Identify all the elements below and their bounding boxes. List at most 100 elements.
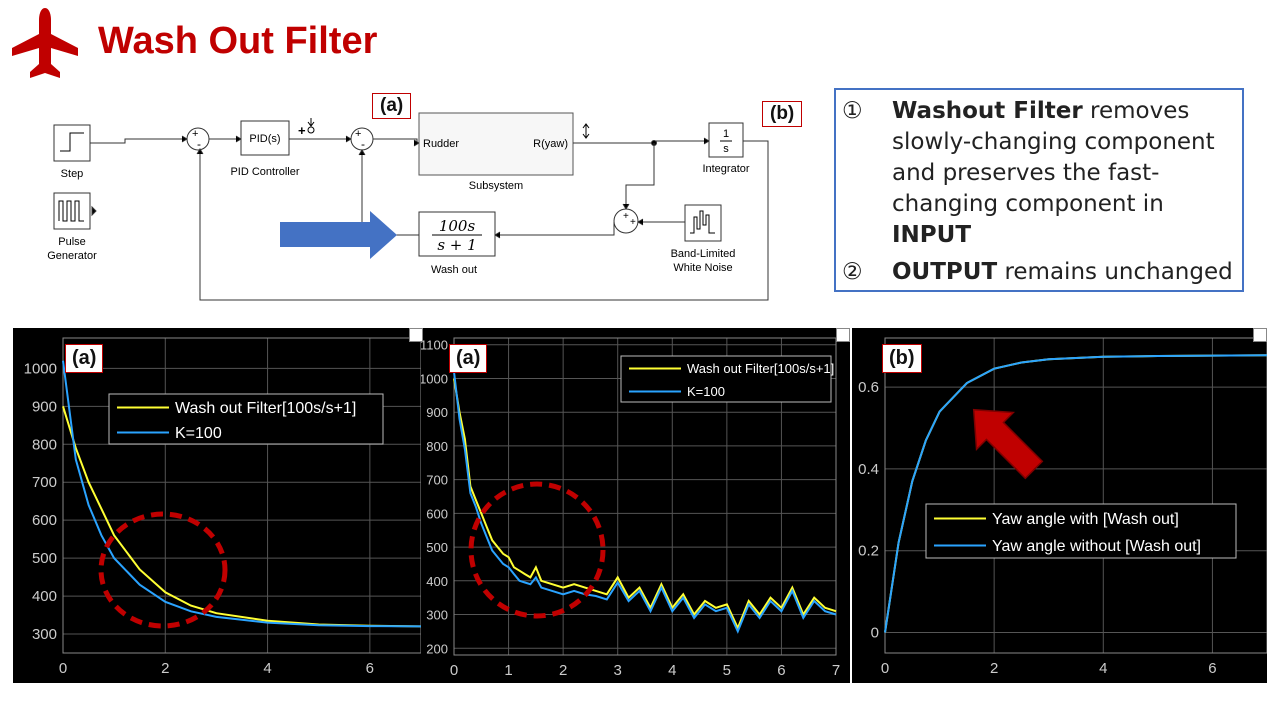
highlight-circle: [468, 481, 606, 619]
noise-label-1: Band-Limited: [671, 248, 736, 260]
y-tick-label: 600: [426, 506, 448, 521]
y-tick-label: 1100: [421, 338, 448, 353]
y-tick-label: 900: [426, 405, 448, 420]
noise-label-2: White Noise: [673, 262, 732, 274]
x-tick-label: 2: [161, 660, 169, 677]
integrator-block: [708, 122, 744, 158]
plot-tag: (a): [65, 344, 104, 373]
x-tick-label: 4: [263, 660, 271, 677]
y-tick-label: 300: [32, 626, 57, 643]
y-tick-label: 400: [32, 588, 57, 605]
plot-area: [62, 337, 421, 654]
note-1-bold: Washout Filter: [892, 98, 1083, 124]
legend-label: Wash out Filter[100s/s+1]: [175, 400, 356, 417]
note-1-num: ①: [842, 98, 863, 124]
undock-icon[interactable]: [1253, 328, 1267, 342]
y-tick-label: 800: [426, 439, 448, 454]
svg-text:+: +: [355, 128, 361, 140]
integrator-num: 1: [723, 128, 729, 140]
y-tick-label: 0.4: [858, 461, 879, 478]
pulse-label-1: Pulse: [58, 236, 86, 248]
subsystem-out-label: R(yaw): [533, 138, 568, 150]
subsystem-in-label: Rudder: [423, 138, 459, 150]
x-tick-label: 0: [59, 660, 67, 677]
sum-junction-3: [613, 208, 639, 234]
chart-svg: 0 2 4 6 0 0.2 0.4 0.6 Yaw angle with [Wash out] Y…: [858, 337, 1267, 677]
x-tick-label: 0: [881, 660, 889, 677]
y-tick-label: 1000: [24, 360, 57, 377]
washout-block: [418, 211, 496, 257]
svg-text:+: +: [630, 217, 636, 228]
svg-text:-: -: [361, 137, 365, 151]
x-tick-label: 1: [504, 662, 512, 679]
undock-icon[interactable]: [409, 328, 423, 342]
x-tick-label: 6: [1208, 660, 1216, 677]
plot-a-left: 0 2 4 6 300 400 500 600 700 800 900 1000 Wash out Fi…: [13, 328, 421, 683]
y-tick-label: 600: [32, 512, 57, 529]
series-line-1: [453, 371, 837, 634]
x-tick-label: 4: [1099, 660, 1107, 677]
legend-box: [620, 355, 832, 403]
y-tick-label: 400: [426, 574, 448, 589]
pid-label: PID Controller: [230, 166, 299, 178]
note-1-bold2: INPUT: [892, 222, 972, 248]
x-tick-label: 3: [614, 662, 622, 679]
x-tick-label: 4: [668, 662, 676, 679]
washout-den: s + 1: [437, 236, 476, 254]
y-tick-label: 500: [426, 540, 448, 555]
legend-box: [108, 393, 384, 445]
y-tick-label: 900: [32, 398, 57, 415]
legend-label: K=100: [687, 384, 725, 399]
integrator-label: Integrator: [702, 163, 749, 175]
notes-box: ① Washout Filter removes slowly-changing…: [834, 88, 1244, 292]
y-tick-label: 200: [426, 641, 448, 656]
plot-b-right: 0 2 4 6 0 0.2 0.4 0.6 Yaw angle with [Wash out] Y…: [852, 328, 1267, 683]
series-line-1: [62, 360, 421, 628]
note-2-num: ②: [842, 259, 863, 285]
undock-icon[interactable]: [836, 328, 850, 342]
subsystem-label: Subsystem: [469, 180, 523, 192]
note-1-text: removes slowly-changing component and pr…: [892, 98, 1215, 217]
y-tick-label: 1000: [421, 371, 448, 386]
diagram-tag-a: (a): [372, 93, 412, 119]
series-line-1: [884, 354, 1267, 633]
y-tick-label: 700: [426, 473, 448, 488]
series-line-0: [884, 354, 1267, 633]
series-line-0: [453, 378, 837, 631]
x-tick-label: 5: [723, 662, 731, 679]
chart-svg: 0 2 4 6 300 400 500 600 700 800 900 1000 Wash out Fi…: [24, 337, 421, 677]
subsystem-block: [418, 112, 574, 176]
svg-text:-: -: [197, 137, 201, 151]
washout-num: 100s: [439, 217, 476, 235]
x-tick-label: 0: [450, 662, 458, 679]
plot-tag: (b): [882, 344, 922, 373]
plot-tag: (a): [449, 344, 488, 373]
pid-text: PID(s): [249, 133, 280, 145]
y-tick-label: 500: [32, 550, 57, 567]
x-tick-label: 6: [777, 662, 785, 679]
x-tick-label: 2: [990, 660, 998, 677]
step-label: Step: [61, 168, 84, 180]
airplane-icon: [12, 8, 78, 78]
washout-label: Wash out: [431, 264, 477, 276]
simulink-diagram: + - + - + + + Step Pulse Generator PID(s…: [47, 112, 769, 301]
legend-label: Yaw angle with [Wash out]: [992, 511, 1179, 528]
page-title: Wash Out Filter: [98, 20, 378, 62]
y-tick-label: 700: [32, 474, 57, 491]
legend-box: [925, 503, 1237, 559]
svg-text:+: +: [192, 128, 198, 140]
y-tick-label: 0.2: [858, 543, 879, 560]
legend-label: Wash out Filter[100s/s+1]: [687, 361, 834, 376]
x-tick-label: 2: [559, 662, 567, 679]
legend-label: K=100: [175, 425, 222, 442]
plot-area: [453, 337, 837, 656]
chart-svg: 0 1 2 3 4 5 6 7 200 300 400 500 600 700 800 900 1000 1100…: [421, 337, 840, 679]
x-tick-label: 7: [832, 662, 840, 679]
y-tick-label: 300: [426, 608, 448, 623]
legend-label: Yaw angle without [Wash out]: [992, 538, 1201, 555]
note-2-text: remains unchanged: [997, 259, 1233, 285]
plot-area: [884, 337, 1267, 654]
y-tick-label: 800: [32, 436, 57, 453]
step-block: [53, 124, 91, 162]
y-tick-label: 0.6: [858, 379, 879, 396]
